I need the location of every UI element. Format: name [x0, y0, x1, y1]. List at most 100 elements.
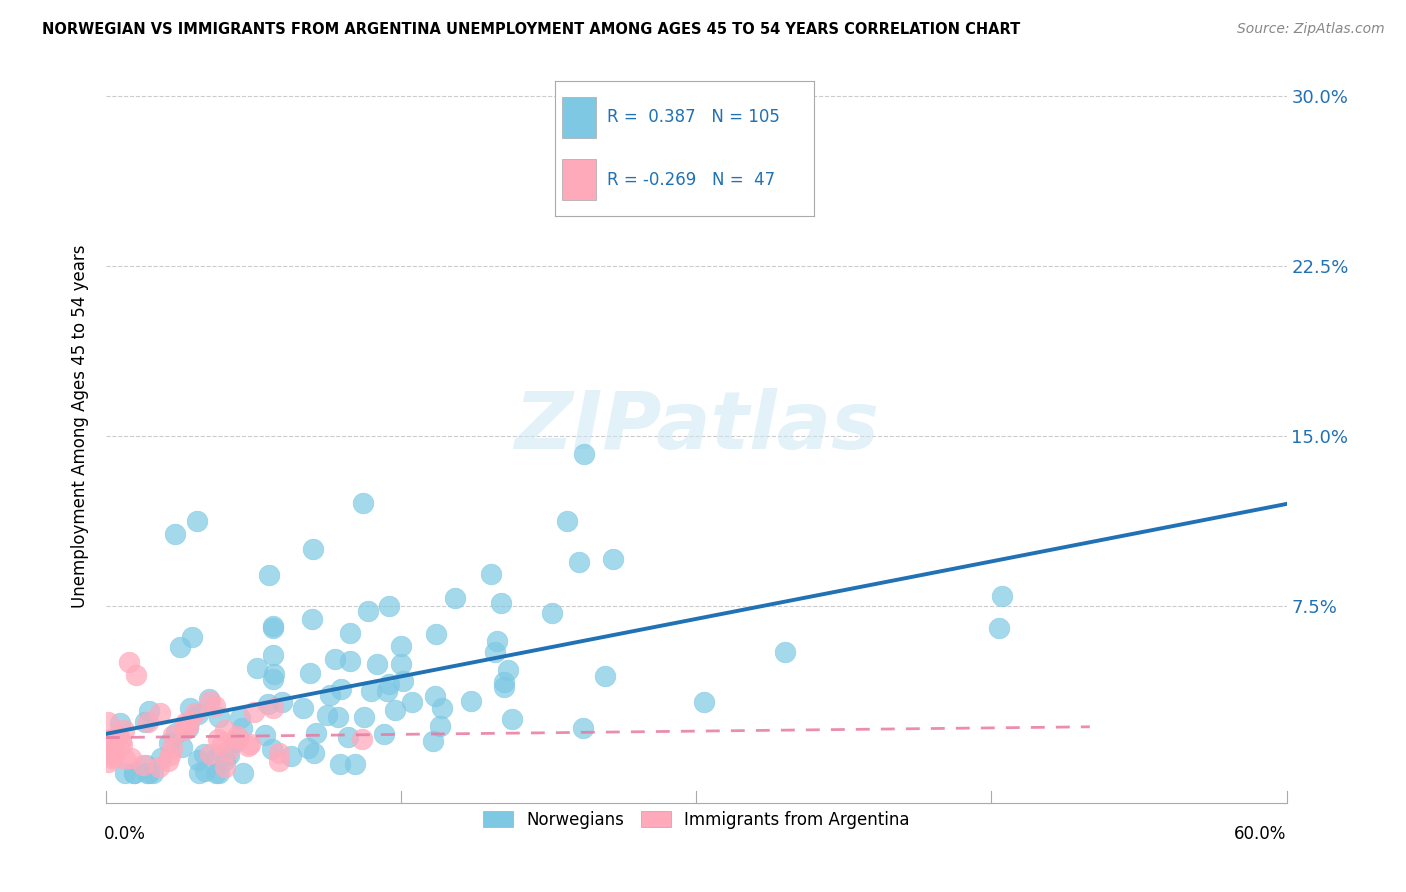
Point: [485, 633, 508, 648]
Point: [169, 640, 191, 654]
Point: [183, 706, 205, 720]
Point: [392, 673, 415, 688]
Point: [501, 712, 523, 726]
Point: [243, 706, 266, 720]
Point: [329, 756, 352, 771]
Point: [262, 619, 284, 633]
Point: [179, 714, 201, 729]
Point: [135, 757, 157, 772]
Point: [301, 542, 323, 557]
Point: [325, 651, 347, 665]
Point: [157, 736, 180, 750]
Point: [329, 682, 352, 697]
Point: [239, 737, 262, 751]
Point: [401, 695, 423, 709]
Point: [339, 626, 361, 640]
Point: [262, 700, 284, 714]
Point: [135, 766, 157, 780]
Point: [103, 739, 125, 754]
Point: [97, 715, 120, 730]
Point: [262, 741, 284, 756]
Point: [269, 746, 291, 760]
Point: [389, 639, 412, 653]
Point: [262, 673, 284, 687]
Point: [231, 722, 253, 736]
Point: [987, 621, 1010, 635]
Point: [344, 756, 367, 771]
Point: [207, 731, 229, 746]
Point: [165, 726, 187, 740]
Point: [319, 688, 342, 702]
Point: [111, 738, 134, 752]
Point: [269, 755, 291, 769]
Point: [360, 684, 382, 698]
Point: [114, 766, 136, 780]
Point: [425, 627, 447, 641]
Point: [156, 754, 179, 768]
Point: [491, 596, 513, 610]
Point: [228, 711, 250, 725]
Text: NORWEGIAN VS IMMIGRANTS FROM ARGENTINA UNEMPLOYMENT AMONG AGES 45 TO 54 YEARS CO: NORWEGIAN VS IMMIGRANTS FROM ARGENTINA U…: [42, 22, 1021, 37]
Point: [174, 716, 197, 731]
Point: [262, 648, 284, 662]
Point: [160, 740, 183, 755]
Point: [162, 728, 184, 742]
Point: [389, 657, 412, 672]
Point: [97, 755, 120, 769]
Legend: Norwegians, Immigrants from Argentina: Norwegians, Immigrants from Argentina: [477, 805, 917, 836]
Point: [991, 589, 1014, 603]
Point: [352, 496, 374, 510]
Y-axis label: Unemployment Among Ages 45 to 54 years: Unemployment Among Ages 45 to 54 years: [72, 245, 89, 608]
Point: [298, 665, 321, 680]
Point: [291, 700, 314, 714]
Point: [200, 694, 222, 708]
Point: [373, 727, 395, 741]
Point: [194, 764, 217, 778]
Point: [494, 680, 516, 694]
Point: [498, 663, 520, 677]
Point: [149, 706, 172, 720]
Point: [100, 750, 122, 764]
Point: [384, 703, 406, 717]
Point: [150, 751, 173, 765]
Point: [208, 710, 231, 724]
Text: 0.0%: 0.0%: [104, 825, 146, 843]
Point: [105, 731, 128, 746]
Point: [163, 526, 186, 541]
Point: [246, 661, 269, 675]
Point: [301, 612, 323, 626]
Point: [100, 732, 122, 747]
Point: [555, 514, 578, 528]
Point: [378, 599, 401, 613]
Text: 60.0%: 60.0%: [1234, 825, 1286, 843]
Point: [122, 766, 145, 780]
Point: [378, 676, 401, 690]
Point: [773, 645, 796, 659]
Point: [173, 723, 195, 738]
Point: [224, 735, 246, 749]
Point: [263, 667, 285, 681]
Point: [593, 669, 616, 683]
Point: [100, 731, 122, 746]
Point: [103, 749, 125, 764]
Point: [305, 726, 328, 740]
Point: [339, 654, 361, 668]
Point: [262, 621, 284, 635]
Point: [232, 766, 254, 780]
Point: [205, 750, 228, 764]
Point: [186, 707, 208, 722]
Point: [218, 747, 240, 762]
Point: [124, 668, 146, 682]
Point: [205, 766, 228, 780]
Point: [172, 739, 194, 754]
Point: [460, 694, 482, 708]
Point: [328, 710, 350, 724]
Point: [350, 732, 373, 747]
Point: [138, 704, 160, 718]
Point: [302, 746, 325, 760]
Point: [429, 719, 451, 733]
Point: [422, 734, 444, 748]
Point: [176, 719, 198, 733]
Point: [120, 751, 142, 765]
Point: [444, 591, 467, 606]
